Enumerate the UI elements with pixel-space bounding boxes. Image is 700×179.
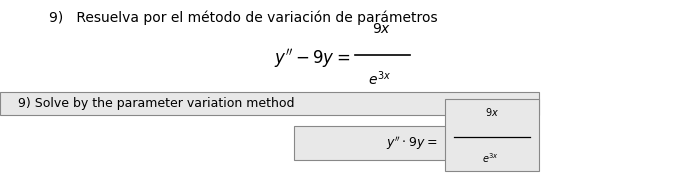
FancyBboxPatch shape [0,92,539,115]
Text: $e^{3x}$: $e^{3x}$ [368,69,392,88]
Text: $y'' - 9y = $: $y'' - 9y = $ [274,47,350,70]
Text: $9x$: $9x$ [372,22,391,36]
Text: 9) Solve by the parameter variation method: 9) Solve by the parameter variation meth… [18,97,294,110]
Text: $e^{3x}$: $e^{3x}$ [482,151,498,165]
Text: 9)   Resuelva por el método de variación de parámetros: 9) Resuelva por el método de variación d… [49,11,437,25]
FancyBboxPatch shape [444,99,539,171]
FancyBboxPatch shape [294,126,448,160]
Text: $9x$: $9x$ [485,106,499,118]
Text: $y'' \cdot 9y = $: $y'' \cdot 9y = $ [386,134,438,152]
